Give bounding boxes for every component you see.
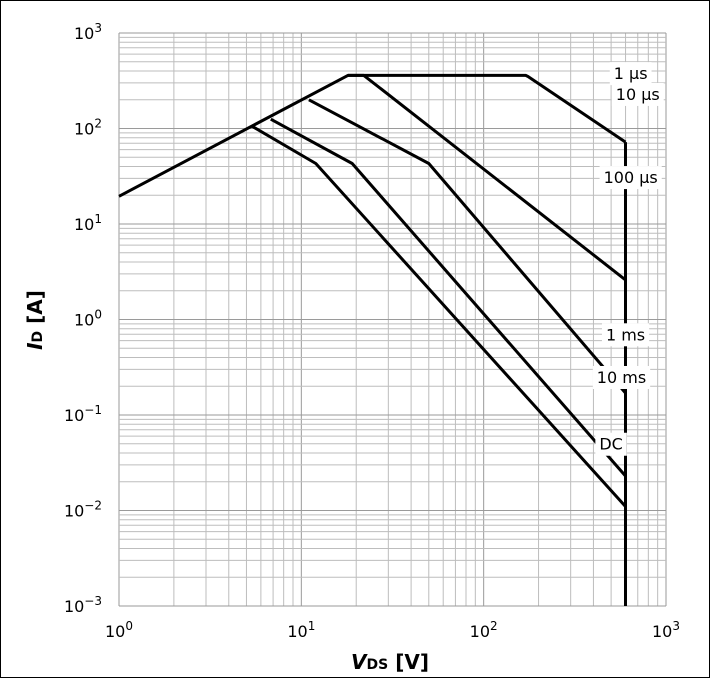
- x-axis-label-sub: DS: [367, 657, 389, 673]
- x-axis-label-unit: [V]: [388, 650, 429, 674]
- x-tick-label: 102: [470, 619, 498, 641]
- y-axis-label-sub: D: [30, 331, 46, 343]
- series-label-group: 10 µs: [611, 82, 664, 106]
- x-tick-label: 100: [105, 619, 133, 641]
- series-label: 10 ms: [597, 368, 646, 387]
- y-axis-label-main: I: [23, 342, 47, 350]
- x-axis-label-main: V: [351, 650, 368, 674]
- series-label-group: 1 µs: [609, 62, 652, 86]
- series-label-background: [592, 365, 651, 389]
- y-tick-label: 100: [74, 308, 102, 330]
- series-line: [251, 125, 627, 508]
- series-label-background: [609, 62, 652, 86]
- series-label-background: [599, 166, 662, 190]
- series-labels: 1 µs 10 µs 100 µs 1 ms 10 ms DC: [592, 62, 664, 456]
- y-axis-label: ID [A]: [23, 290, 47, 350]
- series-label-group: 100 µs: [599, 166, 662, 190]
- series-label-background: [595, 432, 627, 456]
- series-label-group: 10 ms: [592, 365, 651, 389]
- y-tick-label: 103: [74, 21, 102, 43]
- y-tick-label: 10−1: [64, 403, 102, 425]
- y-tick-label: 10−2: [64, 499, 102, 521]
- y-tick-label: 102: [74, 117, 102, 139]
- series-label-background: [611, 82, 664, 106]
- y-tick-label: 101: [74, 212, 102, 234]
- y-tick-label: 10−3: [64, 594, 102, 616]
- series-label: 1 ms: [606, 325, 645, 344]
- y-axis-label-unit: [A]: [23, 290, 47, 331]
- series-line: [118, 73, 627, 198]
- series-label: 1 µs: [614, 64, 648, 83]
- series-label-background: [601, 323, 650, 347]
- series-line: [347, 73, 627, 282]
- series-label: DC: [599, 435, 623, 454]
- series-label-group: 1 ms: [601, 323, 650, 347]
- grid: [118, 32, 667, 607]
- series-label: 100 µs: [604, 168, 658, 187]
- x-tick-label: 101: [287, 619, 315, 641]
- x-axis-label: VDS [V]: [351, 650, 429, 674]
- series-line: [270, 117, 627, 477]
- x-tick-label: 103: [652, 619, 680, 641]
- y-tick-labels: 10−3 10−2 10−1 100 101 102 103: [64, 21, 102, 616]
- series-label-group: DC: [595, 432, 627, 456]
- x-tick-labels: 100 101 102 103: [105, 619, 680, 641]
- series-line: [308, 98, 627, 394]
- series-label: 10 µs: [616, 85, 660, 104]
